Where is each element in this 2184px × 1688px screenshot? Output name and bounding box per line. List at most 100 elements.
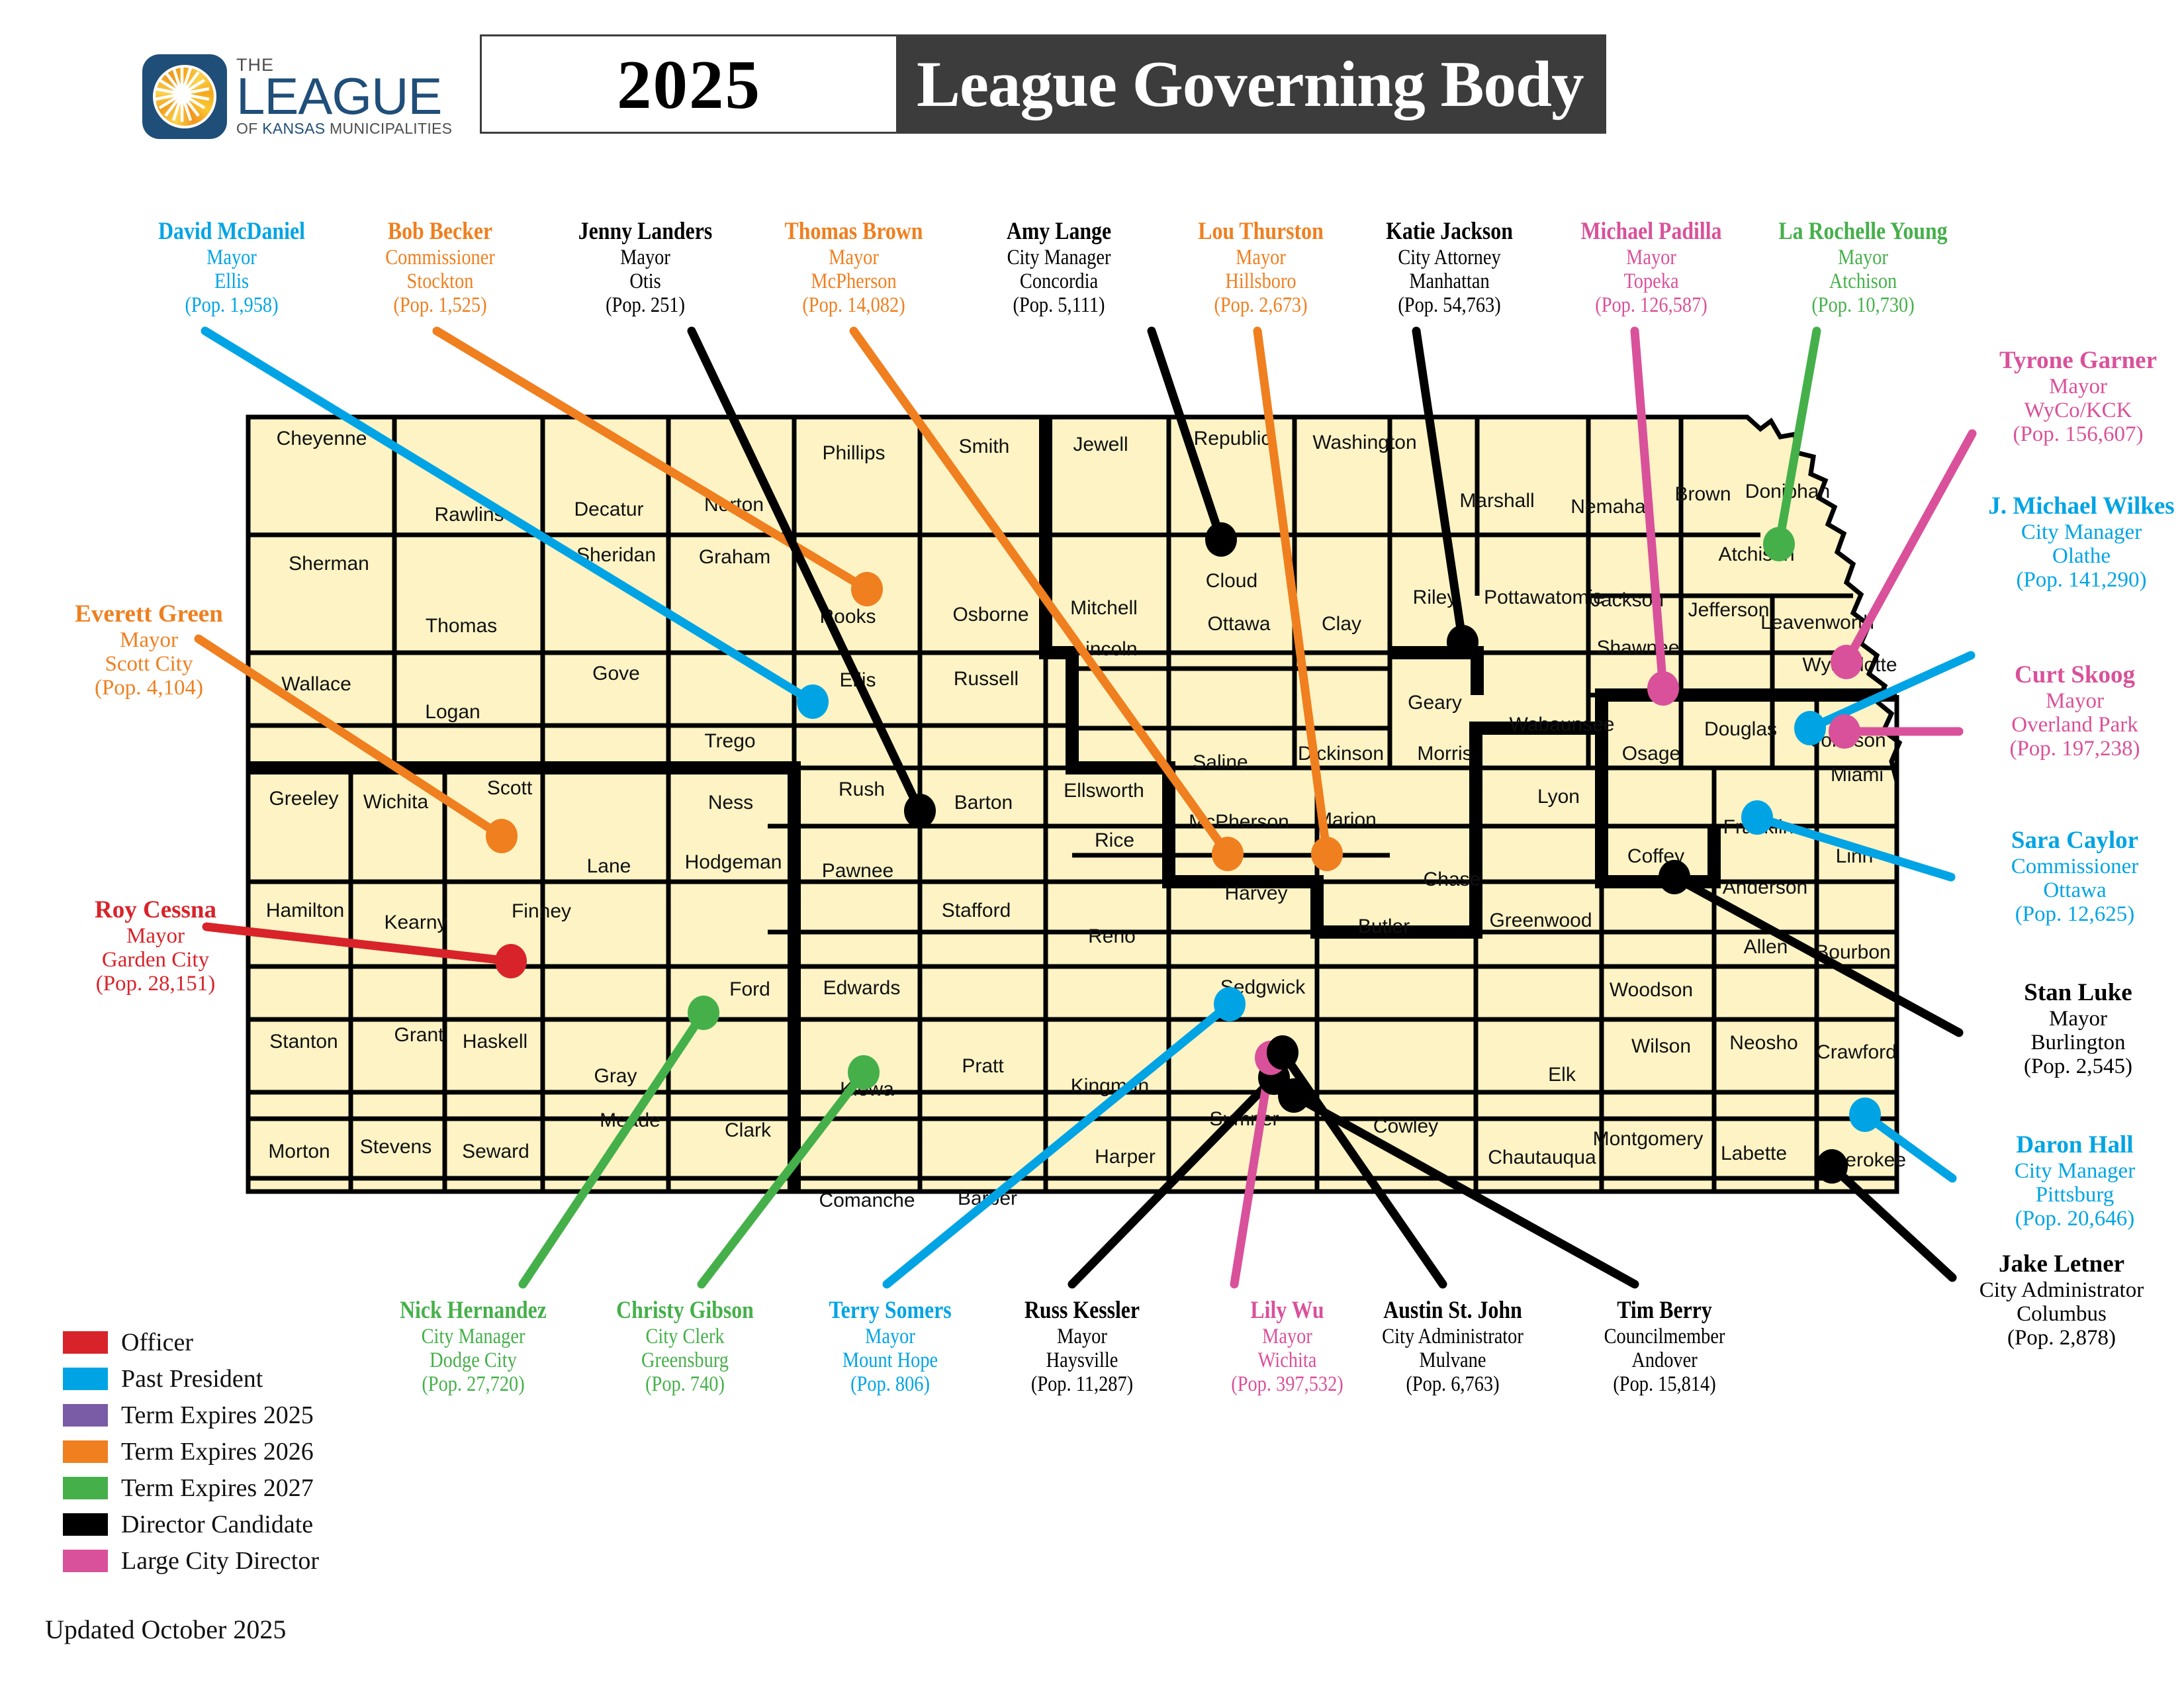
callout-person-name: J. Michael Wilkes [1988, 492, 2175, 520]
callout-wu: Lily Wu Mayor Wichita (Pop. 397,532) [1205, 1297, 1369, 1397]
callout-leader-line [1827, 1162, 1957, 1282]
callout-city-population: (Pop. 20,646) [2015, 1207, 2135, 1231]
county-label: Morton [268, 1141, 330, 1162]
city-marker-dot[interactable] [1816, 1149, 1848, 1184]
callout-person-title: City Manager [421, 1324, 525, 1348]
city-marker-dot[interactable] [688, 996, 719, 1030]
callout-city-name: Columbus [2017, 1301, 2107, 1326]
city-marker-dot[interactable] [1647, 671, 1679, 706]
county-label: Wallace [281, 673, 351, 695]
county-label: Ottawa [1207, 613, 1270, 635]
callout-city-population: (Pop. 28,151) [95, 972, 216, 996]
callout-letner: Jake Letner City Administrator Columbus (Po… [1939, 1250, 2184, 1350]
callout-leader-line [1278, 1048, 1447, 1289]
callout-city-population: (Pop. 251) [606, 293, 685, 318]
county-label: Logan [425, 701, 480, 723]
callout-leader-line [1412, 326, 1467, 647]
county-label: Phillips [822, 442, 885, 464]
county-label: Smith [959, 436, 1010, 457]
city-marker-dot[interactable] [1794, 711, 1826, 745]
city-marker-dot[interactable] [1267, 1035, 1298, 1070]
callout-city-population: (Pop. 27,720) [422, 1372, 525, 1397]
county-label: Trego [704, 730, 755, 752]
city-marker-dot[interactable] [1255, 1041, 1287, 1075]
county-label: Edwards [823, 977, 901, 999]
legend-row: Director Candidate [63, 1506, 319, 1542]
callout-landers: Jenny Landers Mayor Otis (Pop. 251) [563, 218, 727, 318]
city-marker-dot[interactable] [1258, 1060, 1290, 1095]
callout-person-name: La Rochelle Young [1778, 218, 1948, 245]
county-label: Wichita [363, 791, 429, 813]
city-marker-dot[interactable] [1831, 645, 1862, 679]
county-label: Pawnee [822, 860, 893, 882]
callout-city-population: (Pop. 1,958) [185, 293, 279, 318]
callout-kessler: Russ Kessler Mayor Haysville (Pop. 11,287) [997, 1297, 1167, 1397]
city-marker-dot[interactable] [495, 944, 527, 978]
city-marker-dot[interactable] [1205, 522, 1237, 557]
callout-city-name: Otis [629, 269, 661, 293]
county-label: Bourbon [1815, 941, 1890, 963]
callout-city-population: (Pop. 156,607) [2013, 422, 2144, 447]
legend-color-swatch [63, 1476, 108, 1499]
city-marker-dot[interactable] [851, 572, 883, 606]
city-marker-dot[interactable] [1849, 1098, 1881, 1132]
page-header: THE LEAGUE OF KANSAS MUNICIPALITIES 2025… [0, 0, 2184, 165]
callout-person-name: Christy Gibson [616, 1297, 754, 1324]
legend-color-swatch [63, 1549, 108, 1572]
county-label: Chase [1424, 868, 1481, 890]
callout-person-title: Mayor [865, 1324, 915, 1348]
callout-city-name: Atchison [1829, 269, 1897, 293]
callout-person-name: Austin St. John [1383, 1297, 1522, 1324]
county-label: Leavenworth [1760, 612, 1874, 633]
county-label: Sheridan [576, 544, 656, 566]
callout-person-title: Mayor [206, 245, 257, 269]
callout-city-name: Hillsboro [1225, 269, 1297, 293]
logo-subtitle-rest: MUNICIPALITIES [325, 119, 453, 137]
county-label: Sedgwick [1220, 976, 1306, 998]
county-label: Osage [1622, 743, 1680, 765]
county-label: Clay [1322, 613, 1361, 635]
callout-lange: Amy Lange City Manager Concordia (Pop. 5,11… [974, 218, 1144, 318]
county-label: Ellis [839, 669, 876, 691]
legend-color-swatch [63, 1367, 108, 1390]
callout-leader-line [687, 326, 925, 816]
legend-row: Term Expires 2027 [63, 1470, 319, 1506]
county-label: Russell [954, 668, 1019, 690]
callout-person-name: Stan Luke [2024, 979, 2132, 1006]
callout-city-name: Garden City [101, 947, 210, 972]
city-marker-dot[interactable] [1763, 527, 1795, 561]
county-label: Kearny [384, 912, 447, 933]
county-label: Meade [600, 1109, 660, 1131]
city-marker-dot[interactable] [848, 1055, 880, 1090]
county-label: Jewell [1073, 434, 1128, 455]
city-marker-dot[interactable] [486, 819, 518, 853]
callout-person-name: Everett Green [75, 600, 223, 628]
city-marker-dot[interactable] [1829, 714, 1860, 749]
city-marker-dot[interactable] [1311, 837, 1343, 871]
city-marker-dot[interactable] [1741, 800, 1773, 835]
callout-person-title: Mayor [620, 245, 670, 269]
legend-label: Director Candidate [121, 1510, 314, 1538]
legend-label: Term Expires 2025 [121, 1401, 314, 1429]
callout-hall: Daron Hall City Manager Pittsburg (Pop. 20,… [1966, 1131, 2184, 1231]
county-label: Marshall [1459, 490, 1534, 512]
city-marker-dot[interactable] [1659, 860, 1690, 894]
year-box: 2025 [480, 34, 898, 134]
city-marker-dot[interactable] [904, 794, 936, 828]
callout-city-population: (Pop. 10,730) [1811, 293, 1915, 318]
city-marker-dot[interactable] [797, 684, 829, 719]
callout-person-title: City Clerk [645, 1324, 725, 1348]
county-label: Norton [704, 494, 764, 516]
city-marker-dot[interactable] [1214, 987, 1246, 1021]
callout-person-name: Terry Somers [829, 1297, 952, 1324]
callout-city-name: Pittsburg [2035, 1182, 2115, 1207]
callout-person-title: Mayor [2049, 1006, 2107, 1031]
legend-label: Large City Director [121, 1546, 319, 1575]
city-marker-dot[interactable] [1212, 837, 1244, 871]
city-marker-dot[interactable] [1447, 625, 1479, 659]
logo-subtitle-kansas: KANSAS [262, 119, 326, 137]
year-label: 2025 [617, 45, 761, 123]
city-marker-dot[interactable] [1278, 1078, 1310, 1113]
callout-berry: Tim Berry Councilmember Andover (Pop. 15,81… [1573, 1297, 1755, 1397]
callout-cessna: Roy Cessna Mayor Garden City (Pop. 28,151) [50, 896, 261, 996]
